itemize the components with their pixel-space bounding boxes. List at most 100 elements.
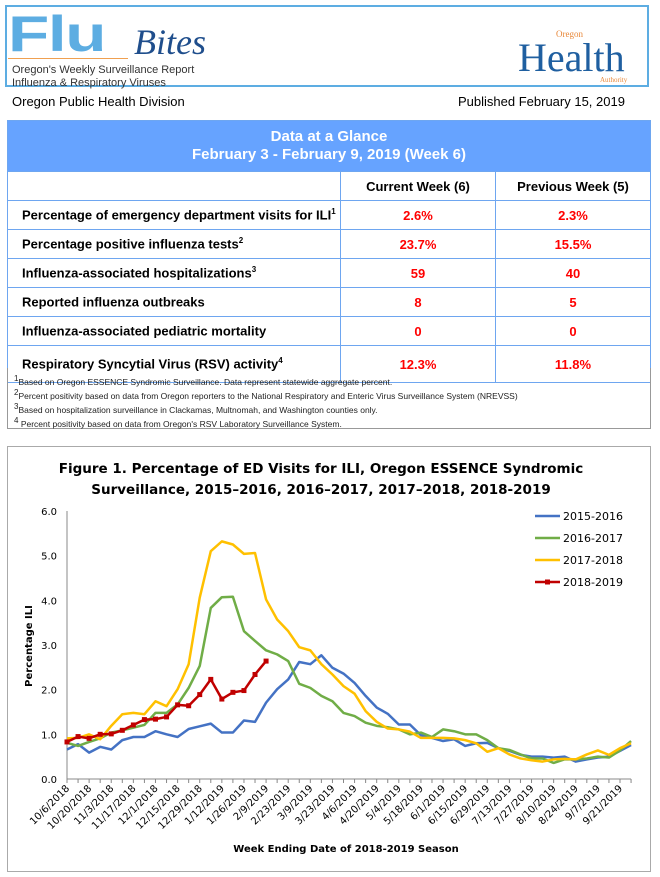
- footnote-text: Based on Oregon ESSENCE Syndromic Survei…: [18, 376, 393, 387]
- empty-header-cell: [7, 171, 341, 201]
- glance-row: Reported influenza outbreaks 8 5: [7, 287, 651, 317]
- data-point-marker: [219, 696, 225, 702]
- y-tick-label: 6.0: [41, 507, 57, 518]
- y-axis-title: Percentage ILI: [24, 605, 35, 687]
- previous-week-header: Previous Week (5): [495, 171, 651, 201]
- data-point-marker: [108, 731, 114, 737]
- y-tick-label: 1.0: [41, 730, 57, 741]
- glance-row: Influenza-associated pediatric mortality…: [7, 316, 651, 346]
- glance-title: Data at a Glance: [270, 128, 388, 145]
- current-week-value: 23.7%: [340, 229, 496, 259]
- previous-week-value: 15.5%: [495, 229, 651, 259]
- series-line-2016-2017: [66, 595, 632, 765]
- current-week-value: 0: [340, 316, 496, 346]
- data-point-marker: [186, 703, 192, 709]
- row-label-text: Percentage of emergency department visit…: [22, 207, 332, 223]
- footnote-ref: 3: [251, 265, 257, 275]
- y-tick-label: 3.0: [41, 641, 57, 652]
- current-week-value: 8: [340, 287, 496, 317]
- y-tick-label: 0.0: [41, 775, 57, 786]
- glance-row: Influenza-associated hospitalizations3 5…: [7, 258, 651, 288]
- division-name: Oregon Public Health Division: [12, 94, 185, 109]
- previous-week-value: 5: [495, 287, 651, 317]
- data-point-marker: [75, 734, 81, 740]
- ili-line-chart: Figure 1. Percentage of ED Visits for IL…: [24, 461, 632, 855]
- footnote: 2Percent positivity based on data from O…: [14, 386, 644, 401]
- glance-row: Percentage of emergency department visit…: [7, 200, 651, 230]
- current-week-value: 59: [340, 258, 496, 288]
- row-label: Reported influenza outbreaks: [7, 287, 341, 317]
- data-point-marker: [263, 658, 269, 664]
- data-point-marker: [64, 739, 70, 745]
- footnote-text: Percent positivity based on data from Or…: [18, 418, 342, 429]
- legend-marker: [545, 579, 550, 585]
- legend-label: 2015-2016: [563, 510, 623, 523]
- row-label-text: Reported influenza outbreaks: [22, 294, 205, 310]
- y-tick-label: 4.0: [41, 596, 57, 607]
- data-point-marker: [230, 689, 236, 695]
- footnote-text: Percent positivity based on data from Or…: [18, 390, 518, 401]
- row-label: Influenza-associated hospitalizations3: [7, 258, 341, 288]
- glance-header: Data at a Glance February 3 - February 9…: [7, 120, 651, 172]
- data-point-marker: [241, 688, 247, 694]
- row-label: Respiratory Syncytial Virus (RSV) activi…: [7, 345, 341, 383]
- data-point-marker: [164, 714, 170, 720]
- report-subtitle-2: Influenza & Respiratory Viruses: [12, 77, 166, 89]
- row-label-text: Influenza-associated hospitalizations: [22, 265, 252, 281]
- logo-underline: [8, 58, 128, 59]
- glance-row: Respiratory Syncytial Virus (RSV) activi…: [7, 345, 651, 383]
- footnote: 3Based on hospitalization surveillance i…: [14, 400, 644, 415]
- report-banner: [5, 5, 649, 87]
- current-week-value: 2.6%: [340, 200, 496, 230]
- y-tick-label: 2.0: [41, 686, 57, 697]
- figure-1-chart: Figure 1. Percentage of ED Visits for IL…: [7, 446, 651, 872]
- bites-logo-text: Bites: [134, 22, 206, 62]
- previous-week-value: 11.8%: [495, 345, 651, 383]
- data-point-marker: [197, 692, 203, 698]
- legend-label: 2016-2017: [563, 532, 623, 545]
- footnote-text: Based on hospitalization surveillance in…: [18, 404, 378, 415]
- legend-label: 2018-2019: [563, 576, 623, 589]
- published-date: Published February 15, 2019: [458, 94, 625, 109]
- data-point-marker: [86, 735, 92, 741]
- flu-logo-text: Flu: [8, 6, 107, 62]
- data-point-marker: [141, 717, 147, 723]
- glance-period: February 3 - February 9, 2019 (Week 6): [191, 146, 466, 163]
- y-tick-label: 5.0: [41, 552, 57, 563]
- chart-title-line-2: Surveillance, 2015–2016, 2016–2017, 2017…: [91, 482, 550, 498]
- footnote-number: 1: [14, 374, 19, 383]
- row-label-text: Influenza-associated pediatric mortality: [22, 323, 267, 339]
- legend-label: 2017-2018: [563, 554, 623, 567]
- data-point-marker: [97, 731, 103, 737]
- footnote-ref: 2: [238, 236, 244, 246]
- footnote-ref: 1: [331, 207, 336, 217]
- footnote-number: 3: [14, 402, 19, 411]
- row-label: Percentage of emergency department visit…: [7, 200, 341, 230]
- data-point-marker: [152, 716, 158, 722]
- data-at-a-glance-table: Data at a Glance February 3 - February 9…: [7, 120, 651, 383]
- row-label: Influenza-associated pediatric mortality: [7, 316, 341, 346]
- footnote: 4 Percent positivity based on data from …: [14, 414, 644, 429]
- current-week-header: Current Week (6): [340, 171, 496, 201]
- data-point-marker: [130, 722, 136, 728]
- chart-title-line-1: Figure 1. Percentage of ED Visits for IL…: [59, 461, 583, 477]
- data-point-marker: [119, 727, 125, 733]
- report-subtitle: Oregon's Weekly Surveillance Report: [12, 64, 195, 76]
- footnote-number: 4: [14, 416, 19, 425]
- data-point-marker: [208, 676, 214, 682]
- oha-logo-oregon: Oregon: [556, 29, 583, 39]
- footnote-number: 2: [14, 388, 19, 397]
- footnote-ref: 4: [278, 356, 283, 366]
- data-point-marker: [252, 671, 258, 677]
- oha-logo-health: Health: [518, 35, 625, 80]
- previous-week-value: 40: [495, 258, 651, 288]
- row-label-text: Respiratory Syncytial Virus (RSV) activi…: [22, 356, 279, 372]
- series-line-2015-2016: [66, 654, 632, 763]
- x-axis-title: Week Ending Date of 2018-2019 Season: [233, 844, 458, 855]
- footnote: 1Based on Oregon ESSENCE Syndromic Surve…: [14, 372, 644, 387]
- previous-week-value: 2.3%: [495, 200, 651, 230]
- current-week-value: 12.3%: [340, 345, 496, 383]
- previous-week-value: 0: [495, 316, 651, 346]
- footnotes: 1Based on Oregon ESSENCE Syndromic Surve…: [7, 368, 651, 429]
